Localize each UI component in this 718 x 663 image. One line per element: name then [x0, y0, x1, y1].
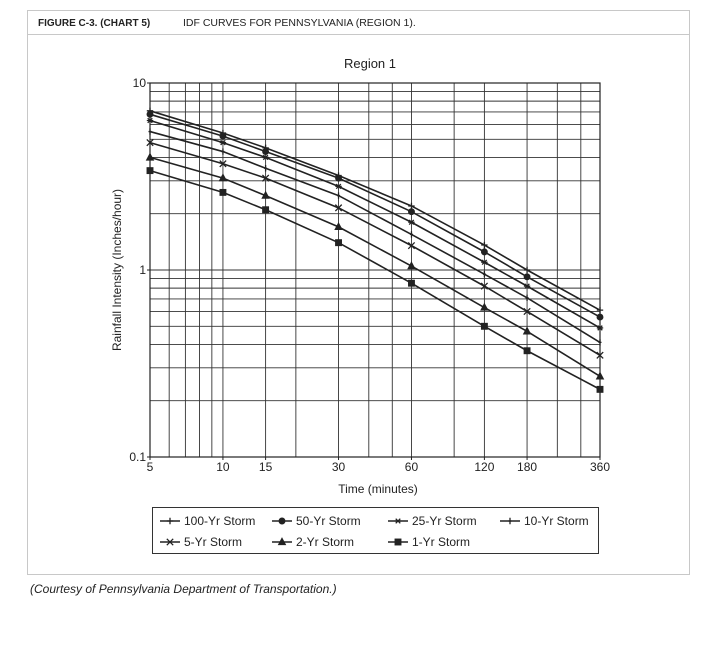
legend-label: 25-Yr Storm	[412, 514, 477, 528]
y-tick-label: 1	[139, 263, 146, 277]
legend-label: 1-Yr Storm	[412, 535, 470, 549]
marker	[148, 128, 152, 135]
marker	[481, 241, 488, 249]
marker	[394, 518, 402, 524]
x-tick-label: 180	[517, 460, 537, 474]
y-tick-label: 0.1	[129, 450, 146, 464]
marker	[146, 167, 154, 175]
marker	[337, 192, 341, 199]
marker	[262, 206, 270, 214]
marker	[595, 371, 605, 380]
marker	[145, 152, 155, 161]
marker	[408, 208, 415, 216]
legend-label: 2-Yr Storm	[296, 535, 354, 549]
marker	[480, 248, 488, 256]
marker	[334, 222, 343, 231]
marker	[394, 538, 402, 546]
marker	[262, 154, 269, 161]
caption: (Courtesy of Pennsylvania Department of …	[30, 582, 337, 596]
marker	[166, 538, 174, 546]
marker	[221, 148, 225, 155]
legend-label: 10-Yr Storm	[524, 514, 589, 528]
marker	[596, 313, 604, 321]
marker	[219, 139, 227, 146]
figure-title: IDF CURVES FOR PENNSYLVANIA (REGION 1).	[183, 17, 416, 29]
marker	[480, 282, 489, 290]
marker	[481, 259, 488, 266]
marker	[335, 174, 342, 182]
marker	[522, 326, 532, 335]
marker	[596, 306, 604, 314]
marker	[482, 270, 486, 278]
marker	[598, 339, 602, 346]
marker	[146, 117, 154, 124]
legend-label: 100-Yr Storm	[184, 514, 255, 528]
x-tick-label: 360	[590, 460, 610, 474]
series-line	[149, 141, 601, 356]
marker	[596, 325, 604, 331]
marker	[261, 174, 270, 182]
y-tick-label: 10	[133, 76, 147, 90]
marker	[262, 148, 270, 155]
y-axis-label: Rainfall Intensity (Inches/hour)	[110, 189, 124, 351]
marker	[407, 241, 416, 250]
legend-label: 50-Yr Storm	[296, 514, 361, 528]
marker	[523, 347, 531, 355]
marker	[146, 138, 154, 147]
series-line	[149, 113, 601, 318]
figure-frame	[27, 10, 690, 575]
series-line	[149, 110, 601, 311]
marker	[219, 160, 227, 168]
marker	[408, 219, 415, 226]
marker	[523, 283, 531, 289]
x-tick-label: 10	[216, 460, 230, 474]
marker	[408, 202, 415, 210]
marker	[508, 517, 512, 525]
series-line	[149, 169, 601, 391]
legend-label: 5-Yr Storm	[184, 535, 242, 549]
x-tick-label: 30	[332, 460, 346, 474]
marker	[596, 385, 604, 393]
x-tick-label: 5	[147, 460, 154, 474]
marker	[523, 273, 531, 281]
marker	[146, 110, 154, 118]
marker	[219, 132, 227, 140]
marker	[218, 173, 228, 182]
series-line	[149, 156, 601, 378]
marker	[261, 190, 270, 199]
marker	[278, 517, 286, 525]
x-tick-label: 120	[474, 460, 494, 474]
marker	[408, 279, 415, 287]
marker	[166, 517, 174, 525]
marker	[525, 294, 529, 302]
marker	[335, 183, 342, 190]
series-line	[149, 119, 601, 329]
x-tick-label: 60	[405, 460, 419, 474]
marker	[523, 266, 531, 274]
marker	[277, 537, 287, 546]
legend-frame	[152, 507, 599, 554]
marker	[523, 307, 531, 316]
series-line	[149, 130, 601, 344]
x-axis-label: Time (minutes)	[338, 482, 418, 496]
marker	[480, 302, 489, 311]
marker	[334, 204, 343, 212]
x-tick-label: 15	[259, 460, 273, 474]
marker	[480, 322, 488, 330]
marker	[407, 261, 416, 270]
chart-title: Region 1	[344, 56, 396, 71]
figure-label: FIGURE C-3. (CHART 5)	[38, 18, 150, 29]
marker	[264, 165, 268, 172]
marker	[219, 188, 227, 196]
marker	[409, 231, 413, 238]
marker	[335, 239, 342, 247]
marker	[596, 351, 604, 359]
